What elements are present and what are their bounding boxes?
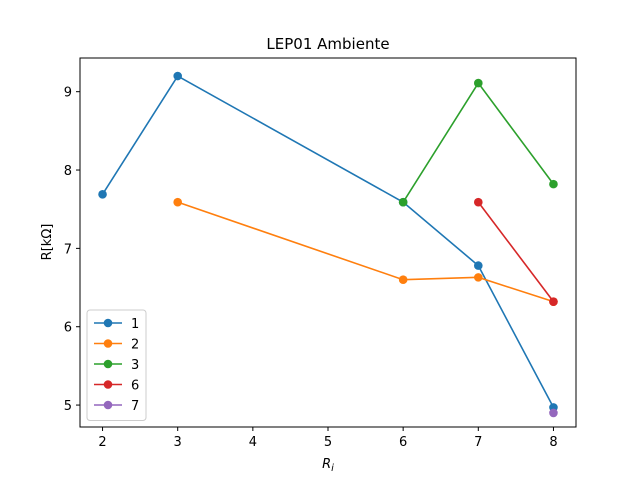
legend-entry: 2: [94, 338, 139, 353]
x-tick-label: 5: [324, 435, 332, 450]
legend-label: 6: [131, 379, 139, 394]
x-tick-label: 3: [174, 435, 182, 450]
legend-swatch-marker: [103, 359, 113, 369]
chart-title: LEP01 Ambiente: [266, 35, 389, 53]
legend-entry: 3: [94, 358, 139, 373]
legend: 1 2 3 6 7: [86, 309, 147, 421]
x-tick-label: 7: [474, 435, 482, 450]
legend-swatch-marker: [103, 380, 113, 389]
data-point: [474, 78, 483, 88]
y-tick-label: 6: [64, 321, 72, 336]
legend-entry: 6: [94, 379, 139, 394]
x-tick-label: 8: [549, 435, 557, 450]
data-point: [474, 261, 483, 270]
y-tick-label: 8: [64, 164, 72, 179]
y-tick-label: 5: [64, 399, 72, 414]
series-layer: [98, 71, 558, 418]
data-point: [173, 197, 182, 207]
legend-label: 3: [131, 358, 139, 373]
x-axis-title: Ri: [322, 457, 334, 474]
legend-label: 1: [131, 317, 139, 332]
series-line: [477, 201, 555, 303]
x-axis-title-subscript: i: [331, 463, 334, 474]
x-axis: 2 3 4 5 6 7 8: [98, 427, 558, 450]
x-tick-label: 2: [98, 435, 106, 450]
series-7: [549, 408, 558, 418]
legend-entry: 1: [94, 317, 139, 332]
data-point: [549, 179, 558, 189]
legend-label: 2: [131, 338, 139, 353]
x-tick-label: 6: [399, 435, 407, 450]
legend-swatch-marker: [103, 400, 113, 410]
data-point: [474, 197, 483, 207]
series-6: [474, 197, 558, 306]
data-point: [474, 273, 483, 282]
y-tick-label: 9: [64, 86, 72, 101]
data-point: [173, 71, 182, 81]
legend-entry: 7: [94, 399, 139, 414]
legend-box: [86, 309, 147, 421]
series-line: [177, 201, 554, 303]
legend-swatch-marker: [103, 339, 113, 348]
x-tick-label: 4: [249, 435, 257, 450]
x-axis-title-main: R: [322, 457, 331, 472]
series-2: [173, 197, 558, 306]
y-axis: 5 6 7 8 9: [64, 86, 80, 414]
data-point: [549, 297, 558, 306]
legend-swatch-marker: [103, 318, 113, 328]
legend-label: 7: [131, 399, 139, 414]
y-axis-title: R[kΩ]: [40, 224, 55, 261]
data-point: [98, 190, 107, 199]
data-point: [549, 408, 558, 418]
series-3: [398, 78, 558, 207]
data-point: [398, 197, 408, 207]
data-point: [398, 275, 408, 285]
y-tick-label: 7: [64, 242, 72, 257]
